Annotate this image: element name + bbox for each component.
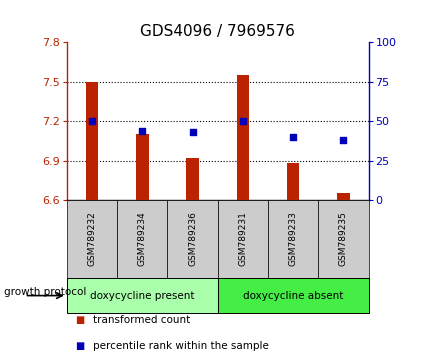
Text: transformed count: transformed count <box>92 315 190 325</box>
Point <box>189 130 196 135</box>
Text: percentile rank within the sample: percentile rank within the sample <box>92 341 268 351</box>
Bar <box>217 278 368 313</box>
Text: doxycycline present: doxycycline present <box>90 291 194 301</box>
Text: GSM789232: GSM789232 <box>87 212 96 266</box>
Text: ■: ■ <box>75 315 84 325</box>
Bar <box>86 82 98 200</box>
Text: ■: ■ <box>75 341 84 351</box>
Bar <box>317 200 368 278</box>
Text: growth protocol: growth protocol <box>4 287 86 297</box>
Text: GSM789235: GSM789235 <box>338 211 347 267</box>
Bar <box>186 158 198 200</box>
Bar <box>336 193 349 200</box>
Bar <box>217 200 267 278</box>
Point <box>339 137 346 143</box>
Point <box>239 118 246 124</box>
Bar <box>286 163 299 200</box>
Text: doxycycline absent: doxycycline absent <box>243 291 342 301</box>
Bar <box>236 75 249 200</box>
Bar <box>167 200 217 278</box>
Bar <box>67 278 217 313</box>
Bar <box>67 200 117 278</box>
Text: GSM789236: GSM789236 <box>187 211 197 267</box>
Point <box>289 134 296 140</box>
Bar <box>267 200 317 278</box>
Text: GSM789233: GSM789233 <box>288 211 297 267</box>
Text: GSM789234: GSM789234 <box>138 212 146 266</box>
Point <box>138 128 145 133</box>
Title: GDS4096 / 7969576: GDS4096 / 7969576 <box>140 23 295 39</box>
Bar <box>135 135 148 200</box>
Point <box>88 118 95 124</box>
Text: GSM789231: GSM789231 <box>238 211 247 267</box>
Bar <box>117 200 167 278</box>
